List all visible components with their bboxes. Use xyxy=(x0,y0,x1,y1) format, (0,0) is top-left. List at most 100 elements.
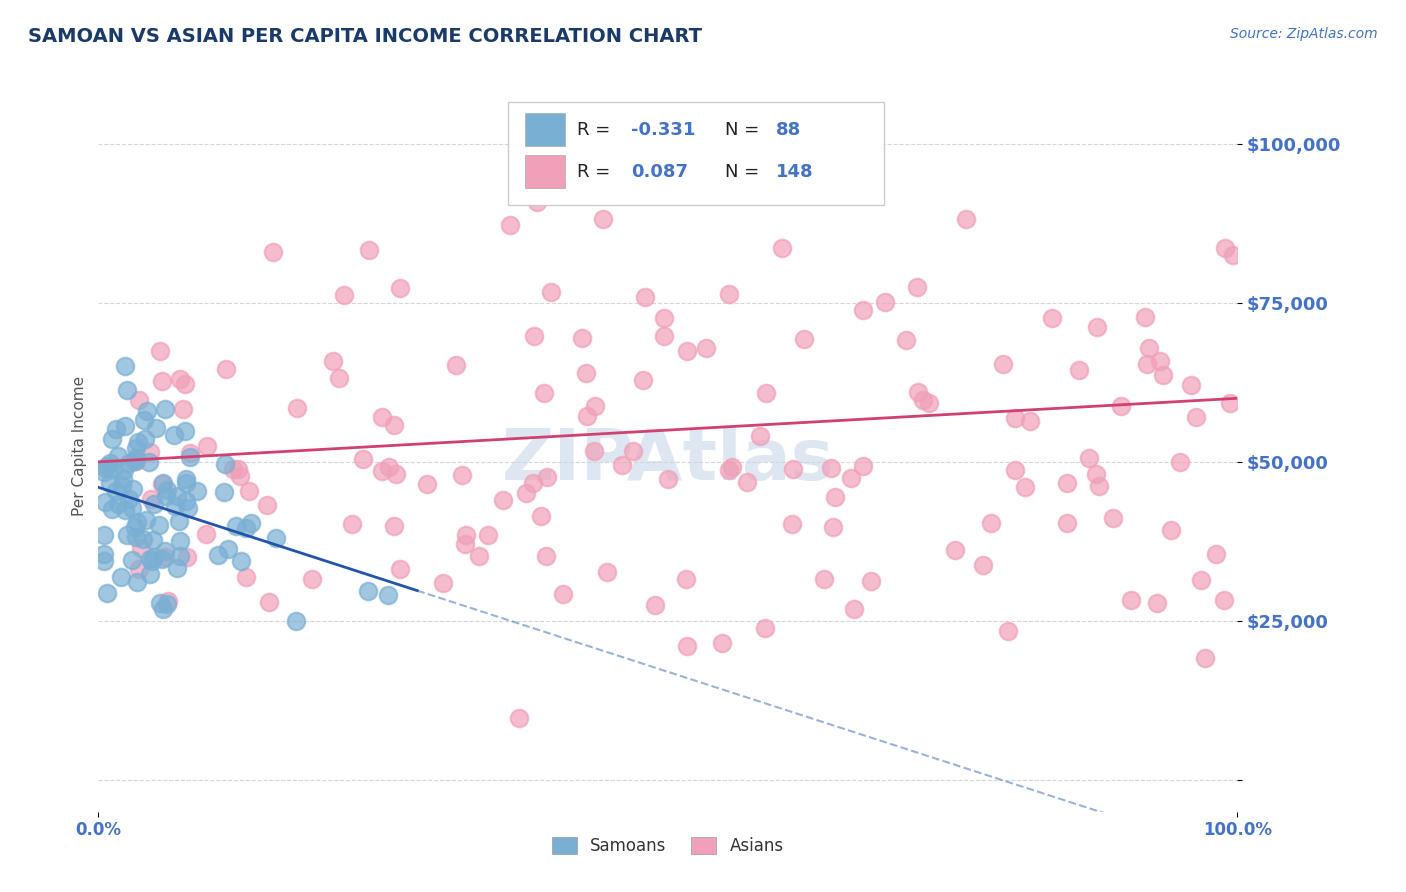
Legend: Samoans, Asians: Samoans, Asians xyxy=(546,830,790,862)
Point xyxy=(222,462,245,476)
Point xyxy=(1042,311,1064,326)
Point xyxy=(152,475,174,490)
Point xyxy=(141,554,163,568)
Point xyxy=(122,483,145,497)
Point xyxy=(735,475,758,489)
Point xyxy=(235,570,257,584)
Point xyxy=(165,499,187,513)
Point xyxy=(259,595,281,609)
Point xyxy=(93,528,115,542)
Point xyxy=(96,586,118,600)
Point xyxy=(432,575,454,590)
Point xyxy=(156,483,179,498)
Point xyxy=(644,598,666,612)
Point xyxy=(132,413,155,427)
Point xyxy=(145,420,167,434)
Point xyxy=(873,294,896,309)
Point xyxy=(229,554,252,568)
Point xyxy=(179,445,201,459)
Point xyxy=(125,454,148,468)
Point xyxy=(111,479,134,493)
Point xyxy=(139,491,162,506)
Point xyxy=(134,432,156,446)
Point xyxy=(582,443,605,458)
Point xyxy=(621,444,644,458)
Text: R =: R = xyxy=(576,121,616,139)
Point xyxy=(98,456,121,470)
Point xyxy=(711,636,734,650)
Text: N =: N = xyxy=(725,121,765,139)
Point xyxy=(955,212,977,227)
Point xyxy=(1084,467,1107,481)
Point xyxy=(328,371,350,385)
Point xyxy=(186,483,208,498)
Point xyxy=(96,458,118,473)
Point xyxy=(389,562,412,576)
Point xyxy=(468,549,491,563)
Point xyxy=(782,462,804,476)
Point xyxy=(112,463,135,477)
Point xyxy=(499,218,522,232)
Point xyxy=(352,451,374,466)
Point xyxy=(523,328,546,343)
Point xyxy=(1160,523,1182,537)
Point xyxy=(150,477,173,491)
Point xyxy=(174,473,197,487)
Point xyxy=(125,515,148,529)
Point xyxy=(453,537,475,551)
Point xyxy=(1109,400,1132,414)
Text: Source: ZipAtlas.com: Source: ZipAtlas.com xyxy=(1230,27,1378,41)
Point xyxy=(173,376,195,391)
Point xyxy=(388,280,411,294)
Point xyxy=(859,574,882,589)
Text: 0.087: 0.087 xyxy=(631,162,689,181)
Point xyxy=(1056,476,1078,491)
Point xyxy=(943,542,966,557)
Point xyxy=(1014,480,1036,494)
Point xyxy=(121,553,143,567)
Point xyxy=(157,594,180,608)
Point xyxy=(155,402,177,417)
Point xyxy=(166,561,188,575)
Point xyxy=(101,462,124,476)
Point xyxy=(755,385,778,400)
Point xyxy=(596,566,619,580)
Point xyxy=(214,485,236,500)
Point xyxy=(382,519,405,533)
Point xyxy=(592,211,614,226)
Point xyxy=(894,334,917,348)
Point xyxy=(118,491,141,506)
Point xyxy=(1077,450,1099,465)
Point xyxy=(226,462,249,476)
Point xyxy=(150,374,173,388)
Point xyxy=(1213,593,1236,607)
Point xyxy=(284,614,307,628)
Point xyxy=(217,541,239,556)
Point xyxy=(522,475,544,490)
Point xyxy=(195,439,218,453)
Point xyxy=(167,514,190,528)
Point xyxy=(1149,354,1171,368)
Point xyxy=(229,469,252,483)
FancyBboxPatch shape xyxy=(509,103,884,204)
Point xyxy=(515,486,537,500)
Point xyxy=(451,467,474,482)
Point xyxy=(93,547,115,561)
Point xyxy=(124,520,146,534)
Point xyxy=(107,449,129,463)
Point xyxy=(127,434,149,449)
Point xyxy=(114,418,136,433)
Point xyxy=(93,554,115,568)
Point xyxy=(105,422,128,436)
Point xyxy=(1121,592,1143,607)
Point xyxy=(1205,547,1227,561)
Point xyxy=(912,392,935,407)
Point xyxy=(128,392,150,407)
Text: 148: 148 xyxy=(776,162,814,181)
Point xyxy=(793,332,815,346)
Point xyxy=(155,544,177,558)
Point xyxy=(163,427,186,442)
Point xyxy=(534,549,557,563)
Point xyxy=(1219,395,1241,409)
Point xyxy=(107,497,129,511)
